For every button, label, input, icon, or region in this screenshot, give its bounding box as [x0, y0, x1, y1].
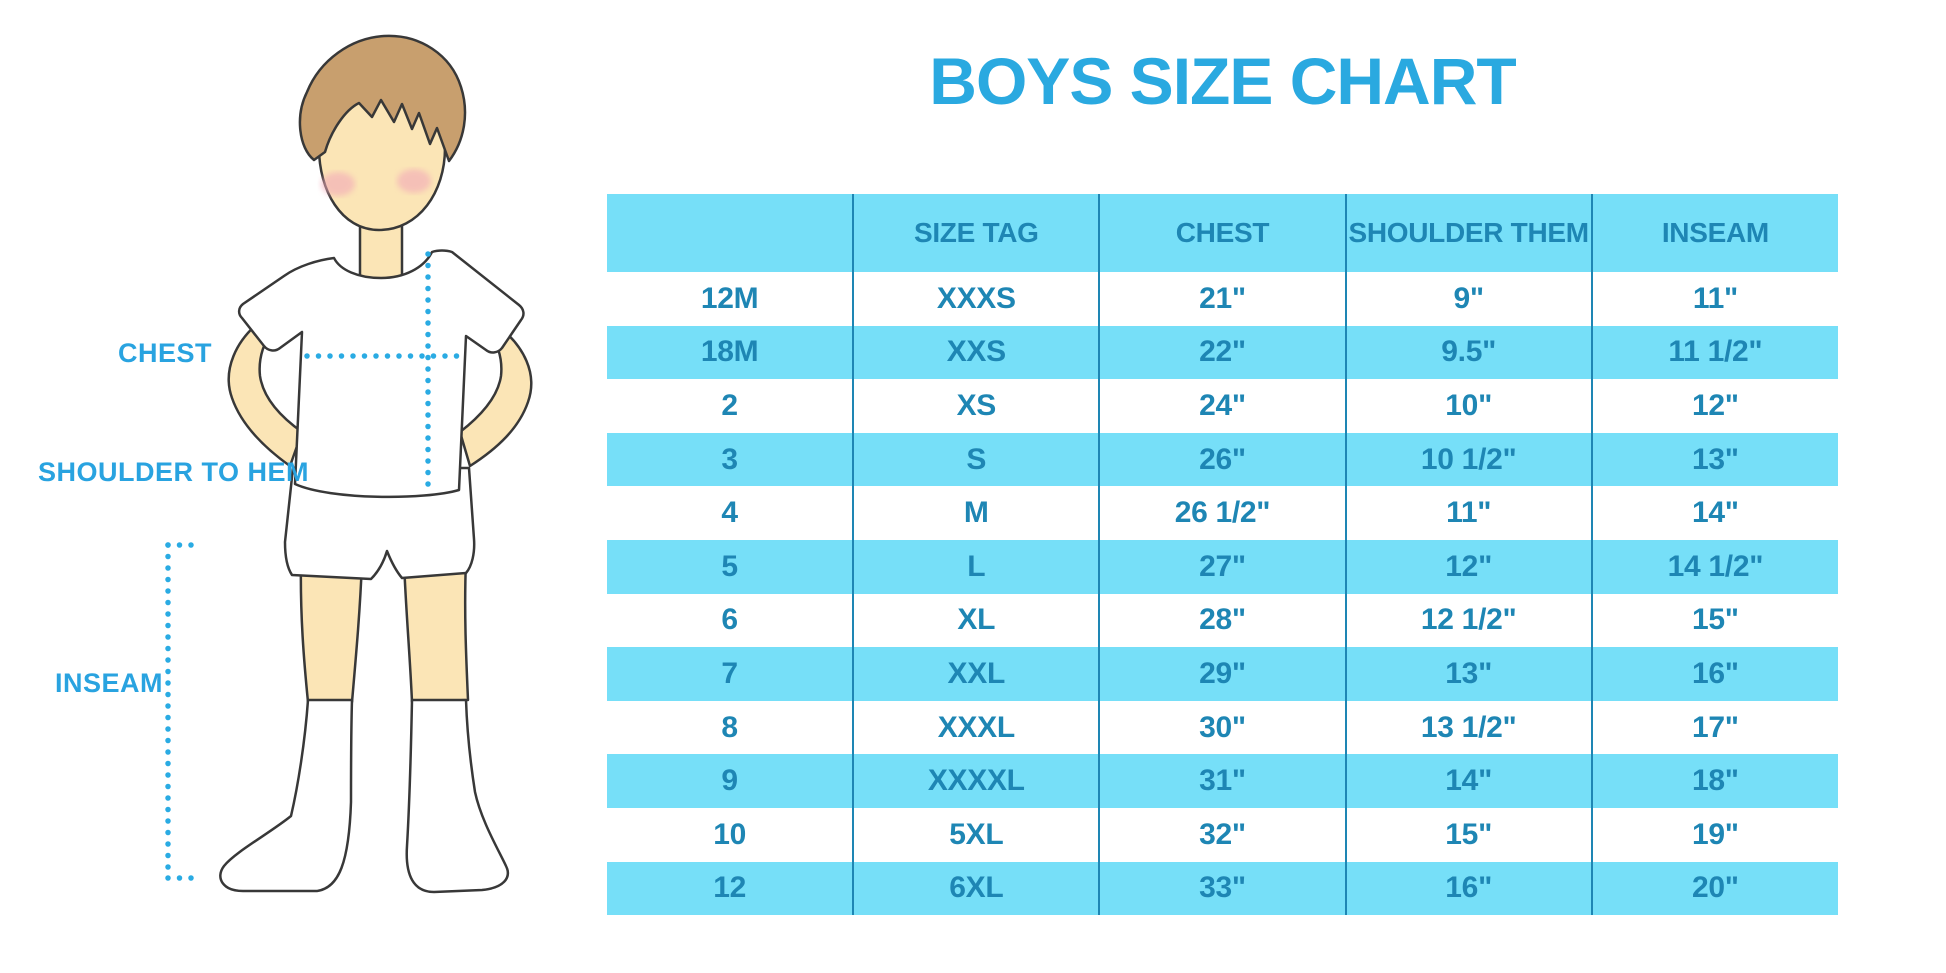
table-cell: 14" [1345, 754, 1593, 808]
table-cell: S [853, 432, 1101, 487]
table-row: 8 XXXL 30" 13 1/2" 17" [607, 700, 1838, 755]
table-cell: 12" [1591, 379, 1838, 433]
table-cell: 30" [1099, 700, 1347, 755]
table-cell: 17" [1591, 700, 1838, 755]
table-cell: 4 [607, 486, 855, 540]
left-sock [219, 698, 354, 893]
table-cell: 26" [1099, 432, 1347, 487]
table-cell: 5XL [853, 807, 1101, 862]
table-cell: 16" [1591, 647, 1838, 701]
table-cell: 15" [1345, 807, 1593, 862]
table-cell: 19" [1591, 807, 1838, 862]
table-cell: 7 [607, 647, 855, 701]
table-cell: 9 [607, 754, 855, 808]
table-row: 9 XXXXL 31" 14" 18" [607, 754, 1838, 808]
table-cell: 2 [607, 379, 855, 433]
table-row: 2 XS 24" 10" 12" [607, 379, 1838, 433]
table-cell: 9.5" [1345, 325, 1593, 380]
table-cell: XL [853, 593, 1101, 648]
size-table-body: 12M XXXS 21" 9" 11" 18M XXS 22" 9.5" 11 1/2" 2 XS 24… [607, 272, 1838, 916]
table-cell: 27" [1099, 539, 1347, 594]
table-cell: L [853, 539, 1101, 594]
chest-label: CHEST [118, 338, 213, 368]
right-leg [402, 558, 470, 704]
left-arm [227, 318, 304, 468]
table-row: 12 6XL 33" 16" 20" [607, 861, 1838, 916]
table-cell: 13 1/2" [1345, 700, 1593, 755]
table-cell: 15" [1591, 593, 1838, 648]
table-cell: XS [853, 379, 1101, 433]
header-cell-shoulder: SHOULDER THEM [1345, 194, 1593, 272]
table-cell: XXS [853, 325, 1101, 380]
table-row: 10 5XL 32" 15" 19" [607, 807, 1838, 862]
table-cell: 11 1/2" [1591, 325, 1838, 380]
table-cell: 10 [607, 807, 855, 862]
table-cell: 14 1/2" [1591, 539, 1838, 594]
table-cell: 12 1/2" [1345, 593, 1593, 648]
header-cell-chest: CHEST [1099, 194, 1347, 272]
table-cell: 24" [1099, 379, 1347, 433]
table-cell: 12 [607, 861, 855, 916]
size-chart-table: SIZE TAG CHEST SHOULDER THEM INSEAM 12M X… [607, 194, 1838, 916]
table-cell: 10" [1345, 379, 1593, 433]
table-cell: XXXS [853, 272, 1101, 326]
table-cell: 3 [607, 432, 855, 487]
table-cell: 18M [607, 325, 855, 380]
table-row: 6 XL 28" 12 1/2" 15" [607, 593, 1838, 648]
table-cell: 6XL [853, 861, 1101, 916]
table-cell: 12" [1345, 539, 1593, 594]
table-row: 7 XXL 29" 13" 16" [607, 647, 1838, 701]
table-cell: 14" [1591, 486, 1838, 540]
table-cell: XXXL [853, 700, 1101, 755]
table-cell: XXL [853, 647, 1101, 701]
right-sock [405, 698, 509, 894]
table-cell: 18" [1591, 754, 1838, 808]
table-cell: 16" [1345, 861, 1593, 916]
inseam-label: INSEAM [55, 668, 164, 698]
page-title: BOYS SIZE CHART [929, 44, 1516, 118]
table-cell: 6 [607, 593, 855, 648]
table-cell: 21" [1099, 272, 1347, 326]
table-row: 12M XXXS 21" 9" 11" [607, 272, 1838, 326]
table-cell: 20" [1591, 861, 1838, 916]
table-row: 18M XXS 22" 9.5" 11 1/2" [607, 325, 1838, 380]
table-cell: 12M [607, 272, 855, 326]
size-table-header: SIZE TAG CHEST SHOULDER THEM INSEAM [607, 194, 1838, 272]
table-cell: 9" [1345, 272, 1593, 326]
table-cell: 22" [1099, 325, 1347, 380]
header-cell-size-tag: SIZE TAG [853, 194, 1101, 272]
table-cell: 31" [1099, 754, 1347, 808]
table-cell: 13" [1345, 647, 1593, 701]
table-row: 3 S 26" 10 1/2" 13" [607, 432, 1838, 487]
table-cell: 32" [1099, 807, 1347, 862]
table-cell: 10 1/2" [1345, 432, 1593, 487]
table-row: 4 M 26 1/2" 11" 14" [607, 486, 1838, 540]
table-cell: 28" [1099, 593, 1347, 648]
table-cell: 29" [1099, 647, 1347, 701]
table-row: 5 L 27" 12" 14 1/2" [607, 539, 1838, 594]
header-row: SIZE TAG CHEST SHOULDER THEM INSEAM [607, 194, 1838, 272]
table-cell: 11" [1345, 486, 1593, 540]
table-cell: 11" [1591, 272, 1838, 326]
table-cell: 8 [607, 700, 855, 755]
shoulder-to-hem-label: SHOULDER TO HEM [38, 457, 310, 487]
table-cell: XXXXL [853, 754, 1101, 808]
right-arm [458, 324, 533, 468]
table-cell: 33" [1099, 861, 1347, 916]
t-shirt [237, 249, 525, 499]
left-leg [299, 558, 364, 704]
boy-illustration [165, 34, 533, 894]
table-cell: 26 1/2" [1099, 486, 1347, 540]
table-cell: 13" [1591, 432, 1838, 487]
table-cell: 5 [607, 539, 855, 594]
table-cell: M [853, 486, 1101, 540]
hair [298, 34, 467, 163]
blush-left [321, 172, 355, 196]
header-cell-size [607, 194, 855, 272]
header-cell-inseam: INSEAM [1591, 194, 1838, 272]
blush-right [397, 169, 431, 193]
